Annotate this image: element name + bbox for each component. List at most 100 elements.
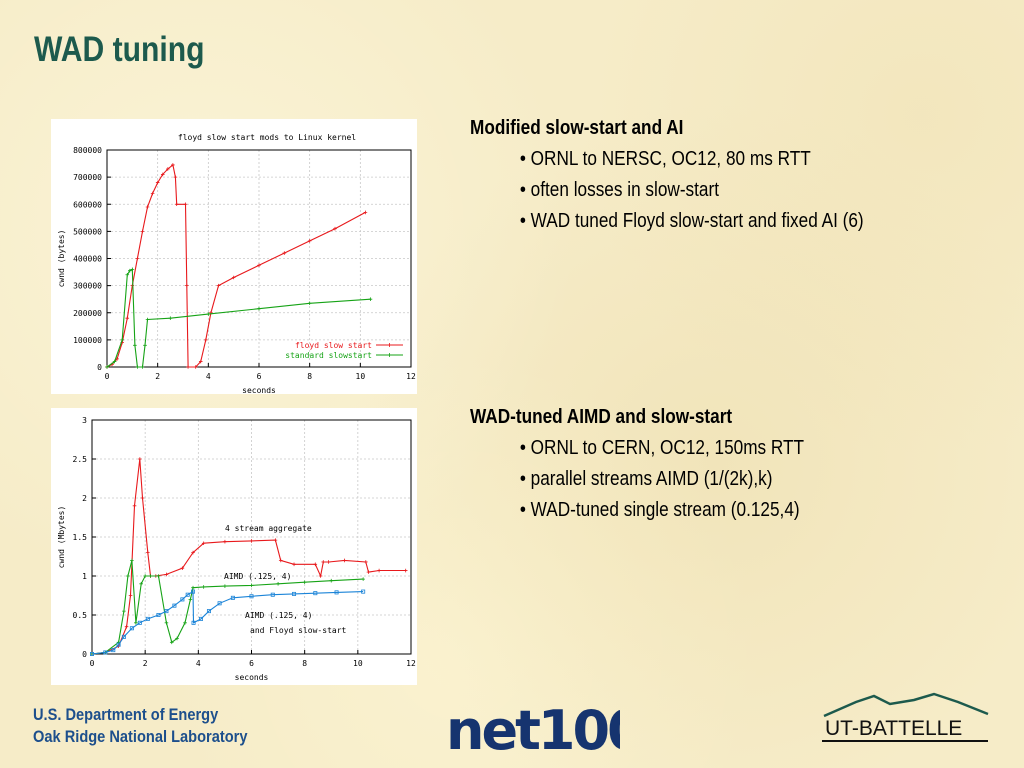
- text-block-wad-tuned-aimd: WAD-tuned AIMD and slow-start • ORNL to …: [470, 406, 804, 530]
- data-point: [155, 180, 160, 185]
- data-point: [191, 589, 196, 594]
- data-point: [169, 640, 174, 645]
- data-point: [105, 365, 109, 369]
- chart-floyd-slow-start: 0 2 4 6 8 10 12 0 100000 200000 300000 400000 500000…: [51, 119, 417, 394]
- data-point: [134, 621, 138, 625]
- data-point: [124, 624, 129, 629]
- series-line: [106, 268, 371, 368]
- data-point: [333, 226, 337, 231]
- data-point: [223, 584, 227, 588]
- data-point: [186, 365, 190, 369]
- data-point: [137, 620, 142, 625]
- data-point: [329, 578, 334, 583]
- data-point: [231, 275, 236, 280]
- x-tick-label: 2: [155, 372, 160, 381]
- ut-battelle-logo: UT-BATTELLE: [822, 692, 989, 742]
- data-point: [130, 558, 134, 563]
- data-point: [368, 297, 373, 301]
- footer-organization: U.S. Department of Energy Oak Ridge Nati…: [33, 704, 247, 748]
- x-axis-label: seconds: [242, 386, 276, 394]
- data-point: [145, 317, 150, 322]
- data-point: [103, 650, 108, 655]
- data-point: [185, 283, 189, 288]
- data-point: [278, 558, 283, 563]
- x-tick-label: 10: [356, 372, 366, 381]
- text-block-modified-slow-start: Modified slow-start and AI • ORNL to NER…: [470, 117, 864, 241]
- legend-label: floyd slow start: [295, 341, 372, 350]
- data-point: [140, 496, 145, 500]
- data-point: [156, 574, 161, 578]
- data-point: [140, 365, 145, 369]
- data-point: [249, 539, 254, 543]
- y-tick-label: 0: [97, 363, 102, 372]
- block1-bullet: • WAD tuned Floyd slow-start and fixed A…: [519, 210, 864, 232]
- data-point: [198, 359, 203, 364]
- series-2: [105, 267, 373, 369]
- data-point: [403, 568, 408, 573]
- data-point: [148, 574, 153, 578]
- data-point: [292, 591, 297, 596]
- data-point: [257, 306, 261, 311]
- x-tick-label: 6: [257, 372, 262, 381]
- data-point: [206, 609, 211, 614]
- data-point: [363, 210, 368, 215]
- chart-title: floyd slow start mods to Linux kernel: [178, 133, 356, 142]
- data-point: [276, 582, 280, 586]
- series-3: [90, 589, 366, 656]
- data-point: [145, 205, 150, 209]
- chart-wad-tuned-aimd: 0 2 4 6 8 10 12 0 0.5 1 1.5 2 2.5 3 seconds cwnd (Mbyte…: [51, 408, 417, 685]
- series-line: [106, 163, 366, 368]
- block2-bullet: • ORNL to CERN, OC12, 150ms RTT: [519, 437, 805, 459]
- data-point: [168, 316, 173, 320]
- y-axis-label: cwnd (Mbytes): [57, 506, 66, 569]
- y-tick-label: 300000: [73, 282, 102, 291]
- data-point: [173, 175, 178, 179]
- y-tick-label: 2.5: [73, 455, 88, 464]
- data-point: [249, 583, 254, 588]
- data-point: [193, 365, 198, 369]
- data-point: [128, 593, 133, 598]
- y-tick-label: 2: [82, 494, 87, 503]
- x-tick-label: 8: [302, 659, 307, 668]
- grid: [106, 149, 412, 368]
- x-tick-label: 2: [143, 659, 148, 668]
- data-point: [120, 338, 124, 342]
- block2-bullet: • parallel streams AIMD (1/(2k),k): [519, 468, 773, 490]
- data-point: [111, 648, 116, 653]
- y-tick-label: 700000: [73, 173, 102, 182]
- data-point: [361, 577, 365, 581]
- legend-marker: [387, 353, 392, 357]
- data-point: [198, 616, 203, 621]
- data-point: [140, 229, 145, 234]
- y-tick-label: 400000: [73, 255, 102, 264]
- x-tick-label: 12: [406, 372, 416, 381]
- y-tick-label: 100000: [73, 336, 102, 345]
- data-point: [139, 582, 143, 586]
- data-point: [180, 597, 185, 602]
- data-point: [146, 550, 150, 555]
- data-point: [125, 316, 130, 320]
- series-1: [105, 163, 368, 369]
- data-point: [135, 365, 140, 369]
- data-point: [174, 202, 179, 207]
- data-point: [133, 343, 137, 348]
- data-point: [150, 191, 155, 196]
- data-point: [313, 591, 318, 596]
- data-point: [366, 570, 371, 574]
- data-point: [318, 574, 323, 578]
- data-point: [125, 272, 130, 277]
- data-point: [223, 539, 227, 544]
- data-point: [201, 585, 206, 589]
- y-tick-label: 1.5: [73, 533, 88, 542]
- annotation-floyd: and Floyd slow-start: [250, 626, 347, 635]
- data-point: [138, 457, 142, 461]
- data-point: [180, 566, 185, 570]
- x-axis-label: seconds: [235, 673, 269, 682]
- data-point: [129, 626, 134, 631]
- block1-heading: Modified slow-start and AI: [470, 117, 684, 139]
- data-point: [313, 562, 318, 567]
- data-point: [216, 283, 221, 288]
- data-point: [121, 634, 126, 639]
- series-1: [90, 457, 408, 656]
